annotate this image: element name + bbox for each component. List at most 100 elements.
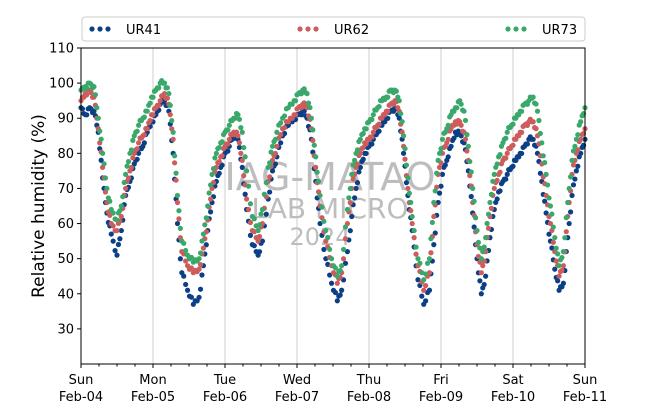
data-point bbox=[442, 162, 448, 168]
data-point bbox=[166, 91, 172, 97]
data-point bbox=[172, 153, 178, 159]
data-point bbox=[470, 185, 476, 192]
data-point bbox=[552, 266, 558, 272]
data-point bbox=[406, 190, 412, 196]
data-point bbox=[205, 203, 211, 209]
data-point bbox=[478, 270, 484, 276]
data-point bbox=[346, 195, 352, 201]
data-point bbox=[428, 250, 434, 256]
data-point bbox=[510, 163, 516, 169]
data-point bbox=[432, 230, 438, 236]
data-point bbox=[235, 133, 241, 139]
data-point bbox=[167, 112, 173, 118]
data-point bbox=[399, 119, 405, 125]
data-point bbox=[354, 180, 361, 186]
data-point bbox=[539, 140, 545, 146]
data-point bbox=[272, 150, 278, 157]
data-point bbox=[342, 236, 349, 242]
data-point bbox=[272, 136, 278, 143]
data-point bbox=[321, 218, 327, 224]
data-point bbox=[419, 293, 425, 299]
data-point bbox=[559, 267, 565, 274]
data-point bbox=[409, 220, 415, 227]
data-point bbox=[208, 182, 214, 188]
data-point bbox=[530, 119, 536, 125]
data-point bbox=[112, 247, 118, 254]
data-point bbox=[445, 154, 451, 160]
data-point bbox=[212, 155, 218, 161]
x-tick-label-date: Feb-10 bbox=[491, 390, 535, 405]
data-point bbox=[369, 134, 375, 140]
data-point bbox=[462, 117, 469, 124]
data-point bbox=[485, 211, 492, 217]
data-point bbox=[491, 185, 497, 192]
data-point bbox=[568, 209, 574, 215]
data-point bbox=[317, 220, 323, 227]
data-point bbox=[556, 273, 562, 279]
data-point bbox=[481, 281, 487, 288]
legend-marker bbox=[505, 26, 511, 32]
data-point bbox=[238, 125, 244, 131]
data-point bbox=[573, 168, 579, 174]
data-point bbox=[268, 149, 274, 155]
data-point bbox=[494, 177, 500, 183]
data-point bbox=[311, 142, 317, 148]
data-point bbox=[435, 157, 441, 163]
data-point bbox=[334, 273, 340, 279]
data-point bbox=[569, 192, 575, 199]
legend-marker bbox=[521, 26, 527, 32]
data-point bbox=[426, 287, 433, 293]
watermark: IAG-MATAO LAB MICRO 2024 bbox=[224, 155, 435, 251]
data-point bbox=[431, 242, 437, 248]
data-point bbox=[396, 98, 402, 104]
data-point bbox=[305, 100, 312, 106]
data-point bbox=[259, 238, 266, 244]
x-tick-label-date: Feb-07 bbox=[275, 390, 319, 405]
data-point bbox=[259, 206, 266, 213]
data-point bbox=[134, 128, 140, 134]
data-point bbox=[363, 141, 369, 147]
data-point bbox=[292, 112, 299, 118]
data-point bbox=[471, 224, 477, 230]
watermark-line-3: 2024 bbox=[289, 223, 350, 251]
data-point bbox=[503, 135, 509, 141]
legend-marker bbox=[97, 26, 103, 32]
data-point bbox=[136, 150, 142, 156]
data-point bbox=[423, 271, 429, 277]
data-point bbox=[353, 185, 359, 192]
data-point bbox=[550, 239, 556, 245]
data-point bbox=[274, 143, 280, 149]
data-point bbox=[174, 220, 181, 227]
data-point bbox=[408, 199, 414, 206]
data-point bbox=[533, 126, 539, 132]
data-point bbox=[477, 278, 483, 284]
data-point bbox=[125, 158, 132, 165]
data-point bbox=[547, 220, 554, 227]
data-point bbox=[339, 263, 345, 269]
data-point bbox=[337, 267, 343, 274]
data-point bbox=[360, 156, 366, 162]
data-point bbox=[534, 108, 541, 114]
data-point bbox=[334, 298, 340, 304]
data-point bbox=[134, 146, 140, 152]
data-point bbox=[332, 289, 338, 296]
data-point bbox=[181, 240, 187, 246]
data-point bbox=[411, 235, 417, 241]
data-point bbox=[436, 150, 443, 156]
data-point bbox=[258, 211, 264, 217]
data-point bbox=[352, 157, 358, 163]
data-point bbox=[114, 227, 120, 234]
data-point bbox=[480, 263, 486, 269]
data-point bbox=[462, 136, 469, 142]
data-point bbox=[519, 150, 525, 157]
data-point bbox=[239, 129, 245, 135]
data-point bbox=[555, 278, 561, 284]
data-point bbox=[226, 122, 232, 128]
data-point bbox=[101, 161, 107, 167]
data-point bbox=[115, 241, 122, 248]
data-point bbox=[176, 208, 182, 214]
y-tick-label: 60 bbox=[57, 217, 74, 232]
data-point bbox=[278, 140, 284, 146]
data-point bbox=[494, 196, 500, 202]
y-tick-label: 50 bbox=[57, 252, 74, 267]
